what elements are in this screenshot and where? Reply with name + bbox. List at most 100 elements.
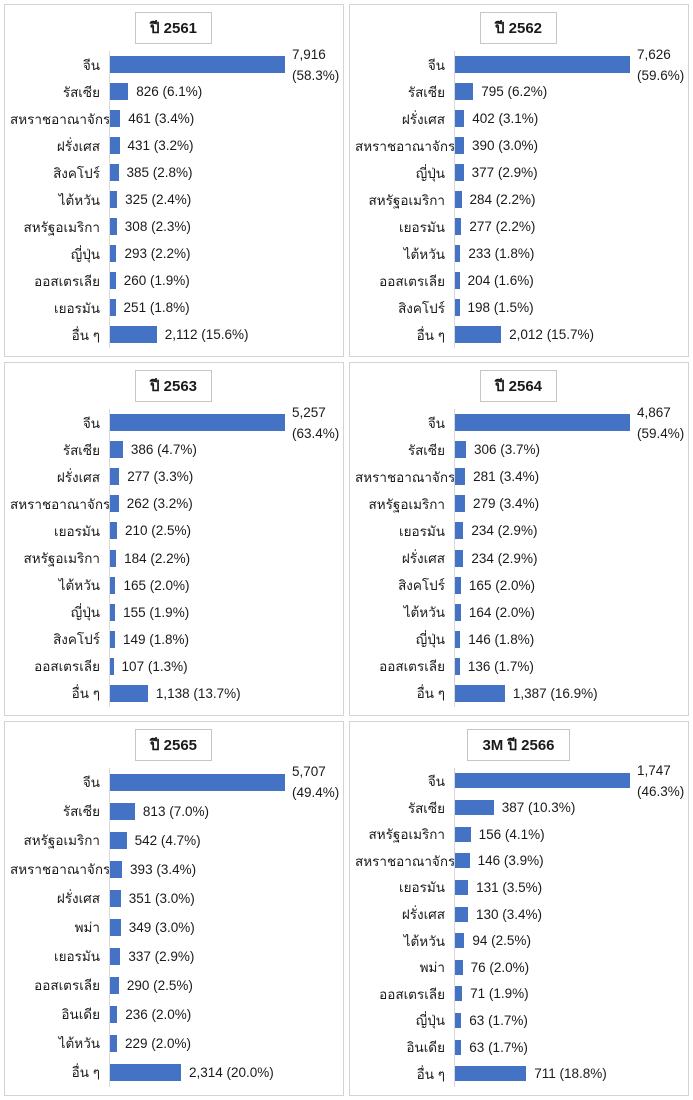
bar-row: รัสเซีย 795 (6.2%) (355, 78, 682, 106)
chart-panel-5: ปี 2565 จีน 5,707 (49.4%) รัสเซีย 813 (7.0%) ส… (4, 720, 344, 1096)
bar-track: 393 (3.4%) (109, 854, 337, 884)
value-label: 63 (1.7%) (469, 1039, 528, 1055)
category-label: สหรัฐอเมริกา (368, 192, 445, 208)
bar-track: 233 (1.8%) (454, 240, 682, 268)
bar-track: 4,867 (59.4%) (454, 405, 684, 441)
bar (455, 800, 494, 816)
bar (455, 299, 460, 317)
bar (110, 1063, 181, 1081)
value-label: 795 (6.2%) (481, 84, 548, 100)
bar-track: 1,387 (16.9%) (454, 679, 682, 707)
bar-row: สิงคโปร์ 165 (2.0%) (355, 571, 682, 599)
bar-row: ญี่ปุ่น 293 (2.2%) (10, 240, 337, 268)
value-label: 165 (2.0%) (123, 577, 190, 593)
category-label: ออสเตรเลีย (34, 978, 100, 994)
bar-row: ฝรั่งเศส 130 (3.4%) (355, 900, 682, 928)
value-label: 229 (2.0%) (125, 1035, 192, 1051)
value-label: 325 (2.4%) (125, 192, 192, 208)
bar-row: อื่น ๆ 1,138 (13.7%) (10, 679, 337, 707)
bar-row: จีน 5,257 (63.4%) (10, 405, 339, 441)
category-label: ญี่ปุ่น (70, 605, 100, 621)
bar-row: สหรัฐอเมริกา 184 (2.2%) (10, 544, 337, 572)
bar (455, 414, 630, 432)
value-label: 234 (2.9%) (471, 523, 538, 539)
bar-row: ไต้หวัน 325 (2.4%) (10, 186, 337, 214)
bar-track: 165 (2.0%) (109, 571, 337, 599)
bar-row: รัสเซีย 306 (3.7%) (355, 436, 682, 464)
bar-track: 385 (2.8%) (109, 159, 337, 187)
bar-row: ไต้หวัน 94 (2.5%) (355, 927, 682, 954)
value-label: 76 (2.0%) (470, 959, 530, 975)
bar-row: ออสเตรเลีย 204 (1.6%) (355, 267, 682, 295)
value-text: 7,916 (292, 46, 326, 62)
bar-track: 63 (1.7%) (454, 1007, 682, 1034)
value-label: 236 (2.0%) (125, 1006, 192, 1022)
category-label: สิงคโปร์ (53, 632, 100, 648)
category-label: สิงคโปร์ (398, 300, 445, 316)
value-label: 461 (3.4%) (128, 111, 195, 127)
bar (110, 137, 120, 155)
category-label: รัสเซีย (407, 84, 445, 100)
bar-row: สหรัฐอเมริกา 308 (2.3%) (10, 213, 337, 241)
bar (455, 191, 462, 209)
bar-row: ออสเตรเลีย 107 (1.3%) (10, 652, 337, 680)
bar-track: 236 (2.0%) (109, 999, 337, 1029)
bar-track: 251 (1.8%) (109, 294, 337, 322)
value-label: 826 (6.1%) (136, 84, 203, 100)
category-label: สหราชอาณาจักร (355, 853, 456, 869)
bar-track: 461 (3.4%) (109, 105, 337, 133)
category-label: สหราชอาณาจักร (355, 469, 456, 485)
percent-text: (63.4%) (292, 425, 340, 441)
bar (110, 831, 127, 849)
bar-row: รัสเซีย 387 (10.3%) (355, 794, 682, 821)
bar-row: ฝรั่งเศส 431 (3.2%) (10, 132, 337, 160)
value-label: 542 (4.7%) (134, 832, 201, 848)
bar-row: สหรัฐอเมริกา 156 (4.1%) (355, 820, 682, 848)
category-label: ไต้หวัน (403, 933, 445, 949)
bar (110, 947, 121, 965)
bar-track: 76 (2.0%) (454, 953, 682, 981)
bar (110, 522, 117, 540)
value-label: 290 (2.5%) (126, 977, 193, 993)
value-label: 279 (3.4%) (473, 496, 540, 512)
bar-track: 290 (2.5%) (109, 970, 337, 1000)
plot-area: จีน 1,747 (46.3%) รัสเซีย 387 (10.3%) สหรัฐอเ… (355, 763, 684, 1087)
bar-row: พม่า 349 (3.0%) (10, 912, 337, 942)
value-label: 7,626 (59.6%) (637, 44, 684, 86)
category-label: เยอรมัน (398, 880, 445, 896)
bar-track: 308 (2.3%) (109, 213, 337, 241)
value-label: 71 (1.9%) (470, 986, 529, 1002)
bar-row: สหราชอาณาจักร 146 (3.9%) (355, 847, 682, 875)
bar-row: เยอรมัน 251 (1.8%) (10, 294, 337, 322)
value-label: 349 (3.0%) (128, 919, 195, 935)
bar (455, 56, 630, 74)
value-text: 5,257 (292, 404, 326, 420)
category-label: ไต้หวัน (403, 605, 445, 621)
category-label: เยอรมัน (53, 523, 100, 539)
value-label: 251 (1.8%) (123, 300, 190, 316)
bar-track: 63 (1.7%) (454, 1033, 682, 1061)
bar (110, 1005, 118, 1023)
bar (110, 326, 157, 344)
value-label: 293 (2.2%) (124, 246, 191, 262)
chart-title: ปี 2561 (134, 12, 213, 44)
category-label: ไต้หวัน (58, 1036, 100, 1052)
bar-track: 149 (1.8%) (109, 625, 337, 653)
value-label: 233 (1.8%) (468, 246, 535, 262)
bar (110, 468, 120, 486)
bar (455, 164, 464, 182)
bar-track: 402 (3.1%) (454, 105, 682, 133)
bar-track: 146 (3.9%) (454, 847, 682, 875)
bar (455, 933, 465, 949)
bar-row: อื่น ๆ 2,012 (15.7%) (355, 321, 682, 349)
chart-title: ปี 2562 (479, 12, 558, 44)
plot-area: จีน 4,867 (59.4%) รัสเซีย 306 (3.7%) สหราชอาณ… (355, 405, 684, 707)
value-label: 1,747 (46.3%) (637, 760, 684, 802)
category-label: ออสเตรเลีย (379, 273, 445, 289)
bar-track: 813 (7.0%) (109, 796, 337, 826)
bar-track: 7,916 (58.3%) (109, 47, 339, 83)
bar (455, 1066, 527, 1082)
value-label: 146 (1.8%) (468, 631, 535, 647)
category-label: ญี่ปุ่น (415, 632, 445, 648)
bar-track: 795 (6.2%) (454, 78, 682, 106)
